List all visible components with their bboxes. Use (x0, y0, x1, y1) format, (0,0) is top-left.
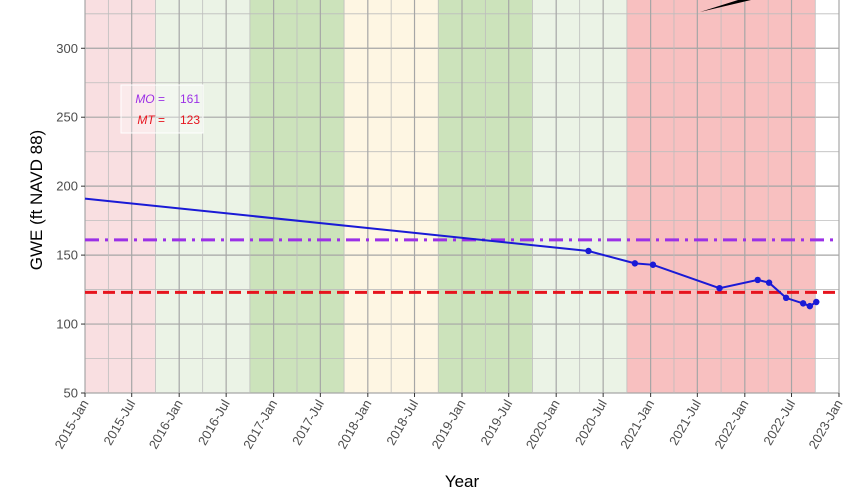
reference-lines (85, 238, 839, 294)
x-tick-label: 2018-Jul (383, 397, 421, 448)
x-tick-label: 2019-Jul (477, 397, 515, 448)
data-point (813, 298, 820, 306)
x-tick-label: 2022-Jan (711, 397, 751, 451)
background-band (85, 0, 156, 393)
y-tick-label: 200 (56, 179, 78, 194)
x-tick-label: 2020-Jul (572, 397, 610, 448)
x-tick-label: 2016-Jan (146, 397, 186, 451)
x-tick-label: 2019-Jan (428, 397, 468, 451)
legend-label: MT = (137, 113, 165, 127)
x-tick-label: 2022-Jul (760, 397, 798, 448)
legend: MO = 161 MT = 123 (120, 84, 204, 134)
data-point (631, 260, 639, 267)
data-series (84, 197, 820, 310)
x-tick-label: 2017-Jul (289, 397, 327, 448)
data-point (782, 294, 790, 302)
y-tick-label: 300 (56, 41, 78, 56)
x-tick-label: 2020-Jan (523, 397, 563, 451)
data-point (799, 300, 807, 307)
legend-value: 161 (180, 92, 200, 106)
x-axis-ticks: 2015-Jan 2015-Jul 2016-Jan 2016-Jul 2017-Jan… (51, 393, 846, 451)
legend-label: MO = (135, 92, 165, 106)
data-point (765, 279, 773, 286)
x-tick-label: 2018-Jan (334, 397, 374, 451)
x-axis-title: Year (445, 472, 480, 491)
data-point (585, 247, 592, 255)
arrow-icon (700, 0, 751, 12)
x-tick-label: 2015-Jan (51, 397, 91, 451)
x-tick-label: 2021-Jan (617, 397, 657, 451)
y-axis-title: GWE (ft NAVD 88) (27, 130, 46, 270)
x-tick-label: 2017-Jan (240, 397, 280, 451)
legend-value: 123 (180, 113, 200, 127)
data-point (806, 302, 814, 310)
x-tick-label: 2021-Jul (666, 397, 704, 448)
y-tick-label: 150 (56, 248, 78, 263)
y-axis-ticks: 50 100 150 200 250 300 (56, 41, 85, 401)
x-tick-label: 2015-Jul (100, 397, 138, 448)
y-tick-label: 100 (56, 317, 78, 332)
y-tick-label: 250 (56, 110, 78, 125)
data-point (649, 261, 657, 268)
y-tick-label: 50 (64, 386, 78, 401)
data-point (754, 276, 761, 284)
x-tick-label: 2023-Jan (805, 397, 845, 451)
data-point (716, 285, 723, 292)
x-tick-label: 2016-Jul (195, 397, 233, 448)
legend-box (120, 84, 204, 134)
